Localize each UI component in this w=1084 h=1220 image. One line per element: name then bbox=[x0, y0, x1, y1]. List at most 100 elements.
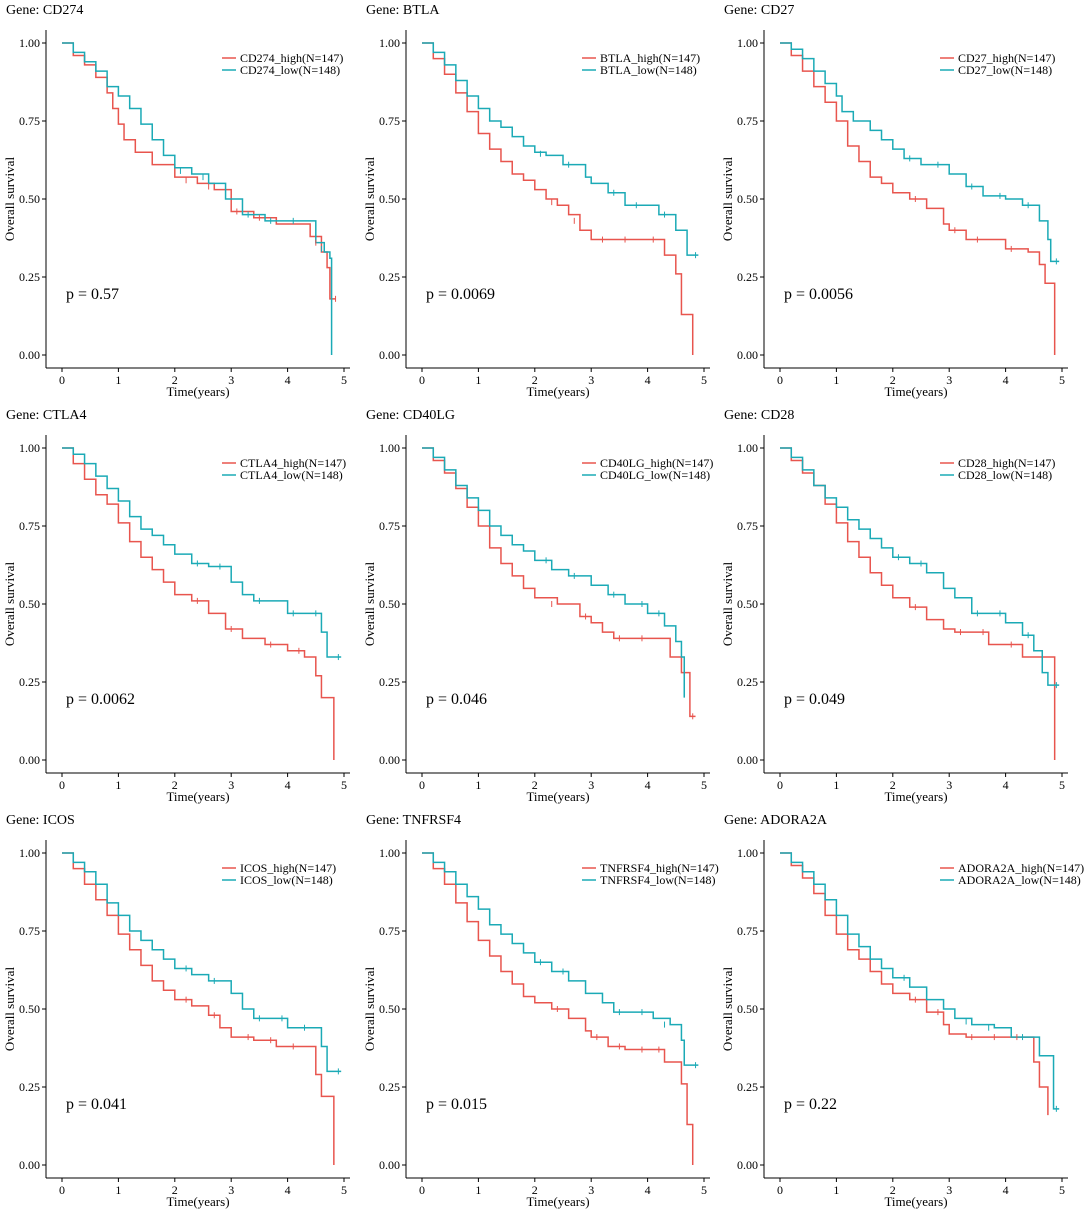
x-tick-label: 5 bbox=[701, 373, 707, 387]
legend-label-high: CD28_high(N=147) bbox=[958, 456, 1055, 470]
x-axis-title: Time(years) bbox=[884, 789, 947, 804]
y-tick-label: 1.00 bbox=[737, 36, 758, 50]
x-axis-title: Time(years) bbox=[526, 1194, 589, 1209]
p-value-label: p = 0.049 bbox=[784, 691, 845, 708]
x-tick-label: 2 bbox=[532, 373, 538, 387]
x-tick-label: 2 bbox=[172, 1183, 178, 1197]
x-tick-label: 0 bbox=[59, 1183, 65, 1197]
y-tick-label: 1.00 bbox=[19, 36, 40, 50]
y-tick-label: 0.00 bbox=[19, 753, 40, 767]
axes bbox=[45, 30, 350, 369]
gene-title: Gene: BTLA bbox=[366, 3, 440, 18]
y-tick-label: 0.75 bbox=[19, 114, 40, 128]
y-tick-label: 0.25 bbox=[379, 1080, 400, 1094]
y-tick-label: 0.50 bbox=[737, 597, 758, 611]
x-tick-label: 1 bbox=[475, 1183, 481, 1197]
y-tick-label: 0.50 bbox=[737, 1002, 758, 1016]
legend-label-low: BTLA_low(N=148) bbox=[600, 63, 697, 77]
legend-label-high: CD274_high(N=147) bbox=[240, 51, 343, 65]
legend-label-low: TNFRSF4_low(N=148) bbox=[600, 873, 715, 887]
gene-title: Gene: CTLA4 bbox=[6, 408, 86, 423]
y-tick-label: 1.00 bbox=[379, 846, 400, 860]
km-curve-high bbox=[422, 852, 694, 1165]
legend-label-low: ICOS_low(N=148) bbox=[240, 873, 333, 887]
gene-title: Gene: ICOS bbox=[6, 813, 75, 828]
legend-label-high: TNFRSF4_high(N=147) bbox=[600, 861, 719, 875]
x-tick-label: 3 bbox=[946, 1183, 952, 1197]
legend-label-high: BTLA_high(N=147) bbox=[600, 51, 700, 65]
x-tick-label: 3 bbox=[588, 778, 594, 792]
x-axis-title: Time(years) bbox=[884, 384, 947, 399]
x-tick-label: 3 bbox=[228, 778, 234, 792]
gene-title: Gene: CD274 bbox=[6, 3, 83, 18]
axes bbox=[45, 840, 350, 1179]
km-curve-high bbox=[62, 852, 335, 1165]
y-tick-label: 0.00 bbox=[379, 753, 400, 767]
km-curve-low bbox=[62, 852, 342, 1073]
y-tick-label: 0.00 bbox=[737, 1158, 758, 1172]
x-tick-label: 0 bbox=[59, 373, 65, 387]
legend-label-high: CTLA4_high(N=147) bbox=[240, 456, 346, 470]
y-tick-label: 0.25 bbox=[737, 675, 758, 689]
x-tick-label: 0 bbox=[419, 778, 425, 792]
km-curve-high bbox=[780, 447, 1056, 760]
x-tick-label: 2 bbox=[532, 1183, 538, 1197]
km-panel-cd274: Gene: CD274 0.00 0.25 0.50 0.75 1.00 0 1 2 3 4 5 Tim… bbox=[0, 0, 360, 405]
km-curve-high bbox=[422, 447, 696, 718]
gene-title: Gene: CD28 bbox=[724, 408, 794, 423]
y-axis-title: Overall survival bbox=[720, 157, 735, 242]
legend-label-high: ADORA2A_high(N=147) bbox=[958, 861, 1084, 875]
y-tick-label: 0.25 bbox=[379, 270, 400, 284]
legend-label-low: CD27_low(N=148) bbox=[958, 63, 1052, 77]
y-tick-label: 1.00 bbox=[737, 846, 758, 860]
legend-label-high: CD40LG_high(N=147) bbox=[600, 456, 713, 470]
km-panel-icos: Gene: ICOS 0.00 0.25 0.50 0.75 1.00 0 1 2 3 4 5 Time… bbox=[0, 810, 360, 1215]
x-axis-title: Time(years) bbox=[166, 1194, 229, 1209]
axes bbox=[763, 840, 1068, 1179]
p-value-label: p = 0.22 bbox=[784, 1096, 837, 1113]
km-plot-adora2a: Gene: ADORA2A 0.00 0.25 0.50 0.75 1.00 0 1 2 3 4 5 T… bbox=[720, 813, 1084, 1209]
y-tick-label: 0.50 bbox=[19, 597, 40, 611]
x-tick-label: 1 bbox=[833, 778, 839, 792]
km-plot-btla: Gene: BTLA 0.00 0.25 0.50 0.75 1.00 0 1 2 3 4 5 Time… bbox=[362, 3, 710, 399]
km-plot-cd274: Gene: CD274 0.00 0.25 0.50 0.75 1.00 0 1 2 3 4 5 Tim… bbox=[2, 3, 350, 399]
x-tick-label: 2 bbox=[172, 778, 178, 792]
x-tick-label: 1 bbox=[475, 778, 481, 792]
x-tick-label: 2 bbox=[532, 778, 538, 792]
gene-title: Gene: CD27 bbox=[724, 3, 794, 18]
x-tick-label: 0 bbox=[777, 373, 783, 387]
y-axis-title: Overall survival bbox=[2, 967, 17, 1052]
x-tick-label: 0 bbox=[777, 1183, 783, 1197]
y-tick-label: 0.25 bbox=[19, 270, 40, 284]
km-plot-icos: Gene: ICOS 0.00 0.25 0.50 0.75 1.00 0 1 2 3 4 5 Time… bbox=[2, 813, 350, 1209]
km-curve-low bbox=[422, 447, 686, 698]
x-tick-label: 5 bbox=[1059, 1183, 1065, 1197]
p-value-label: p = 0.015 bbox=[426, 1096, 487, 1113]
km-curve-low bbox=[62, 42, 333, 355]
y-tick-label: 0.75 bbox=[379, 114, 400, 128]
legend-label-high: ICOS_high(N=147) bbox=[240, 861, 336, 875]
x-tick-label: 0 bbox=[59, 778, 65, 792]
km-curve-low bbox=[780, 42, 1060, 263]
x-tick-label: 5 bbox=[341, 373, 347, 387]
km-panel-adora2a: Gene: ADORA2A 0.00 0.25 0.50 0.75 1.00 0 1 2 3 4 5 T… bbox=[718, 810, 1084, 1215]
y-tick-label: 0.75 bbox=[379, 924, 400, 938]
y-tick-label: 0.25 bbox=[19, 675, 40, 689]
x-tick-label: 4 bbox=[1003, 1183, 1009, 1197]
y-tick-label: 0.00 bbox=[737, 753, 758, 767]
y-axis-title: Overall survival bbox=[2, 157, 17, 242]
km-curve-low bbox=[780, 447, 1060, 686]
y-tick-label: 0.50 bbox=[19, 192, 40, 206]
legend-label-high: CD27_high(N=147) bbox=[958, 51, 1055, 65]
x-tick-label: 1 bbox=[115, 373, 121, 387]
km-curve-low bbox=[422, 852, 699, 1066]
y-tick-label: 0.75 bbox=[19, 519, 40, 533]
km-plot-cd40lg: Gene: CD40LG 0.00 0.25 0.50 0.75 1.00 0 1 2 3 4 5 Ti… bbox=[362, 408, 713, 804]
km-panel-cd40lg: Gene: CD40LG 0.00 0.25 0.50 0.75 1.00 0 1 2 3 4 5 Ti… bbox=[360, 405, 720, 810]
km-plot-ctla4: Gene: CTLA4 0.00 0.25 0.50 0.75 1.00 0 1 2 3 4 5 Tim… bbox=[2, 408, 350, 804]
y-tick-label: 0.50 bbox=[379, 597, 400, 611]
p-value-label: p = 0.0069 bbox=[426, 286, 495, 303]
km-plot-cd27: Gene: CD27 0.00 0.25 0.50 0.75 1.00 0 1 2 3 4 5 Time… bbox=[720, 3, 1068, 399]
y-tick-label: 0.25 bbox=[379, 675, 400, 689]
